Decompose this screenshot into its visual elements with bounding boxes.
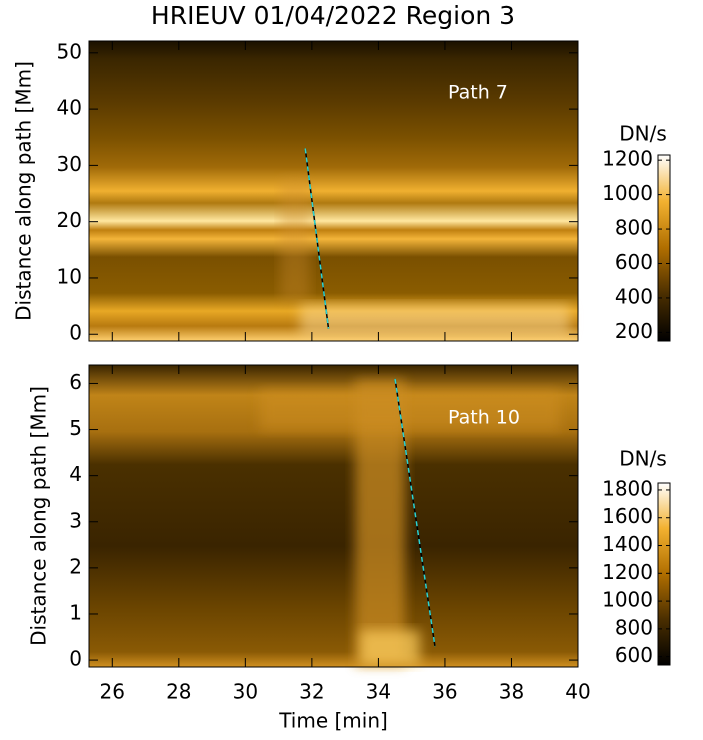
colorbar: [657, 482, 671, 666]
colorbar-tick-label: 1200: [602, 147, 653, 171]
y-tick-label: 1: [69, 600, 82, 624]
colorbar-tick-label: 1400: [602, 532, 653, 556]
colorbar-tick-label: 600: [615, 643, 653, 667]
y-tick-label: 0: [69, 647, 82, 671]
y-tick-label: 30: [57, 152, 82, 176]
y-tick-label: 0: [69, 321, 82, 345]
x-tick-label: 32: [299, 680, 324, 704]
annotation-line: [304, 148, 330, 329]
colorbar-label: DN/s: [619, 122, 667, 146]
y-tick-label: 50: [57, 39, 82, 63]
y-tick-label: 10: [57, 264, 82, 288]
annotation: Path 10: [448, 407, 520, 429]
y-tick-label: 2: [69, 554, 82, 578]
colorbar-tick-label: 1000: [602, 181, 653, 205]
x-tick-label: 34: [366, 680, 391, 704]
y-tick-label: 40: [57, 96, 82, 120]
plot-frame: [88, 40, 579, 342]
colorbar-tick-label: 800: [615, 216, 653, 240]
colorbar: [657, 154, 671, 342]
colorbar-tick-label: 800: [615, 615, 653, 639]
colorbar-tick-label: 1800: [602, 476, 653, 500]
x-tick-label: 36: [432, 680, 457, 704]
x-tick-label: 26: [100, 680, 125, 704]
colorbar-tick-label: 1000: [602, 588, 653, 612]
colorbar-label: DN/s: [619, 447, 667, 471]
y-axis-label: Distance along path [Mm]: [27, 386, 51, 646]
annotation: Path 7: [448, 82, 508, 104]
colorbar-tick-label: 200: [615, 319, 653, 343]
colorbar-tick-label: 1600: [602, 504, 653, 528]
y-tick-label: 20: [57, 208, 82, 232]
x-tick-label: 30: [233, 680, 258, 704]
y-axis-label: Distance along path [Mm]: [12, 61, 36, 321]
y-tick-label: 4: [69, 462, 82, 486]
colorbar-tick-label: 600: [615, 250, 653, 274]
x-tick-label: 38: [499, 680, 524, 704]
x-tick-label: 28: [166, 680, 191, 704]
y-tick-label: 5: [69, 416, 82, 440]
colorbar-tick-label: 400: [615, 284, 653, 308]
y-tick-label: 6: [69, 370, 82, 394]
annotation-line: [394, 378, 436, 647]
plot-frame: [88, 364, 579, 668]
chart-title: HRIEUV 01/04/2022 Region 3: [151, 1, 515, 30]
panel-art: [89, 41, 578, 667]
y-tick-label: 3: [69, 508, 82, 532]
colorbar-tick-label: 1200: [602, 560, 653, 584]
x-tick-label: 40: [565, 680, 590, 704]
x-axis-label: Time [min]: [278, 709, 388, 733]
